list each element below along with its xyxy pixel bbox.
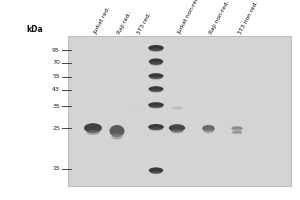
Ellipse shape	[84, 123, 102, 133]
Ellipse shape	[233, 133, 241, 135]
Text: 3T3 red.: 3T3 red.	[136, 11, 152, 35]
Text: Jurkat non-red.: Jurkat non-red.	[177, 0, 202, 35]
Ellipse shape	[150, 171, 162, 174]
Text: 95: 95	[52, 47, 60, 52]
Ellipse shape	[169, 124, 185, 132]
Ellipse shape	[86, 130, 100, 135]
Ellipse shape	[131, 107, 142, 111]
Text: 43: 43	[52, 87, 60, 92]
Ellipse shape	[148, 45, 164, 51]
Ellipse shape	[231, 126, 243, 131]
Text: 25: 25	[52, 126, 60, 130]
Text: 3T3 non red.: 3T3 non red.	[237, 0, 259, 35]
Ellipse shape	[111, 133, 123, 139]
Text: kDa: kDa	[26, 25, 43, 34]
Ellipse shape	[110, 125, 124, 137]
Text: 15: 15	[52, 166, 60, 171]
Ellipse shape	[232, 131, 242, 134]
Ellipse shape	[149, 58, 163, 65]
Ellipse shape	[171, 130, 183, 133]
Ellipse shape	[149, 48, 163, 52]
Ellipse shape	[171, 106, 183, 110]
Ellipse shape	[149, 105, 163, 108]
Ellipse shape	[148, 86, 164, 92]
Ellipse shape	[150, 76, 162, 80]
Ellipse shape	[202, 125, 215, 132]
Ellipse shape	[233, 129, 241, 131]
Ellipse shape	[148, 124, 164, 130]
Text: Raji non-red.: Raji non-red.	[208, 0, 230, 35]
Ellipse shape	[148, 73, 164, 79]
Ellipse shape	[148, 102, 164, 108]
Ellipse shape	[149, 127, 163, 131]
Ellipse shape	[150, 62, 162, 66]
Ellipse shape	[149, 167, 163, 173]
Text: 70: 70	[52, 60, 60, 66]
Ellipse shape	[204, 130, 213, 133]
Bar	[68, 36, 291, 186]
Text: Raji red.: Raji red.	[117, 11, 133, 35]
Text: 55: 55	[52, 74, 60, 79]
Ellipse shape	[150, 89, 162, 92]
Text: Jurkat red.: Jurkat red.	[93, 6, 112, 35]
Text: 35: 35	[52, 104, 60, 108]
